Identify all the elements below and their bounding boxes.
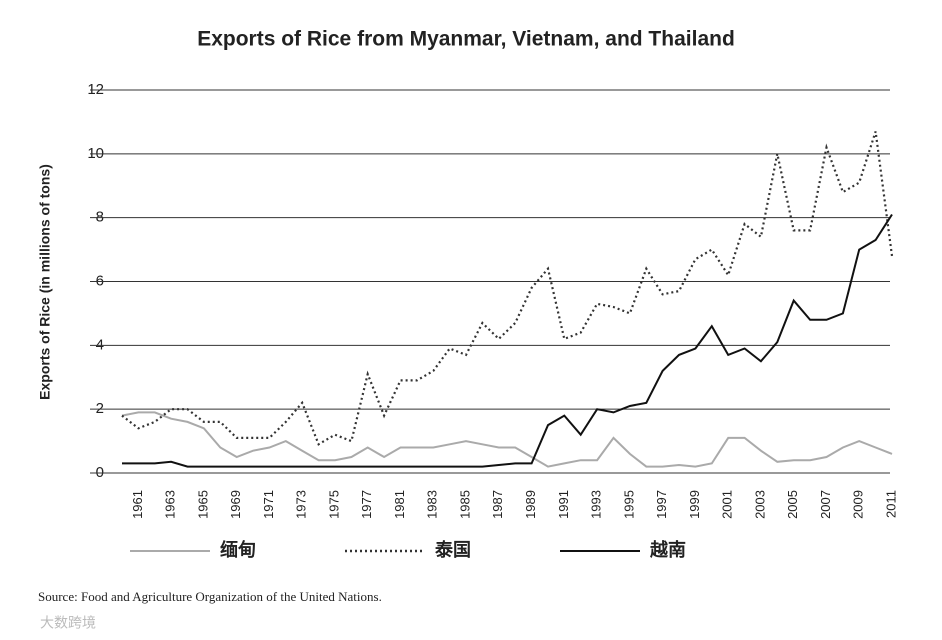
x-tick-label: 1969 — [228, 490, 243, 519]
y-axis-label: Exports of Rice (in millions of tons) — [37, 164, 53, 400]
x-tick-label: 1991 — [556, 490, 571, 519]
series-line — [121, 411, 893, 468]
x-tick-label: 1965 — [195, 490, 210, 519]
x-tick-label: 1981 — [392, 490, 407, 519]
y-tick-label: 4 — [96, 336, 104, 353]
y-tick-label: 8 — [96, 209, 104, 226]
y-tick-label: 6 — [96, 272, 104, 289]
x-tick-label: 2009 — [851, 490, 866, 519]
chart-title: Exports of Rice from Myanmar, Vietnam, a… — [197, 28, 735, 51]
x-tick-label: 2011 — [883, 490, 898, 518]
x-tick-label: 1993 — [589, 490, 604, 519]
source: Source: Food and Agriculture Organizatio… — [38, 589, 382, 604]
x-tick-label: 2003 — [752, 490, 767, 519]
y-tick-label: 12 — [87, 81, 104, 98]
x-tick-label: 1999 — [687, 490, 702, 519]
x-tick-label: 1961 — [130, 490, 145, 519]
x-tick-label: 2007 — [818, 490, 833, 519]
x-tick-label: 1995 — [621, 490, 636, 519]
y-tick-label: 2 — [96, 400, 104, 417]
series-line — [122, 213, 893, 468]
x-tick-label: 2005 — [785, 490, 800, 519]
x-tick-label: 1989 — [523, 490, 538, 519]
x-tick-label: 1987 — [490, 490, 505, 519]
x-tick-label: 1971 — [261, 490, 276, 519]
x-tick-label: 1973 — [294, 490, 309, 519]
x-tick-label: 1983 — [425, 490, 440, 519]
y-tick-label: 10 — [87, 145, 104, 162]
x-tick-label: 1985 — [457, 490, 472, 519]
x-tick-label: 1963 — [163, 490, 178, 519]
x-tick-label: 1997 — [654, 490, 669, 519]
watermark: 大数跨境 — [40, 615, 96, 631]
x-tick-label: 1977 — [359, 490, 374, 519]
y-tick-label: 0 — [96, 464, 104, 481]
series-line — [121, 131, 894, 446]
legend-label: 越南 — [649, 539, 686, 560]
x-tick-label: 1975 — [326, 490, 341, 519]
legend-label: 缅甸 — [220, 539, 256, 560]
x-tick-label: 2001 — [720, 490, 735, 519]
legend-label: 泰国 — [434, 539, 471, 560]
